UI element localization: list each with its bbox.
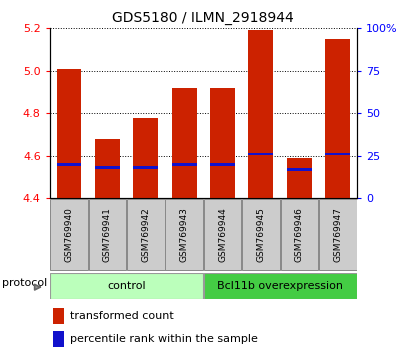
Text: GSM769941: GSM769941 xyxy=(103,207,112,262)
Bar xyxy=(56,163,81,166)
Bar xyxy=(287,168,312,171)
FancyBboxPatch shape xyxy=(242,199,280,270)
Text: GSM769947: GSM769947 xyxy=(333,207,342,262)
Bar xyxy=(95,139,120,198)
FancyBboxPatch shape xyxy=(204,199,242,270)
FancyBboxPatch shape xyxy=(127,199,165,270)
Text: Bcl11b overexpression: Bcl11b overexpression xyxy=(217,281,343,291)
Text: percentile rank within the sample: percentile rank within the sample xyxy=(70,334,258,344)
FancyBboxPatch shape xyxy=(281,199,318,270)
Text: GSM769943: GSM769943 xyxy=(180,207,189,262)
FancyBboxPatch shape xyxy=(50,199,88,270)
Bar xyxy=(53,331,63,347)
Bar xyxy=(95,166,120,169)
Text: GSM769946: GSM769946 xyxy=(295,207,304,262)
Bar xyxy=(249,153,273,155)
Text: GSM769942: GSM769942 xyxy=(141,207,150,262)
FancyBboxPatch shape xyxy=(50,273,203,299)
Bar xyxy=(249,30,273,198)
Text: control: control xyxy=(107,281,146,291)
Bar xyxy=(210,88,235,198)
Bar xyxy=(133,166,158,169)
Bar xyxy=(133,118,158,198)
FancyBboxPatch shape xyxy=(204,273,356,299)
Text: transformed count: transformed count xyxy=(70,311,173,321)
Bar xyxy=(56,69,81,198)
Text: GSM769940: GSM769940 xyxy=(64,207,73,262)
FancyBboxPatch shape xyxy=(165,199,203,270)
Text: GSM769944: GSM769944 xyxy=(218,207,227,262)
Bar xyxy=(210,163,235,166)
Text: protocol: protocol xyxy=(2,278,48,288)
Text: GSM769945: GSM769945 xyxy=(256,207,266,262)
Bar xyxy=(287,158,312,198)
Bar xyxy=(172,88,197,198)
Bar xyxy=(172,163,197,166)
Title: GDS5180 / ILMN_2918944: GDS5180 / ILMN_2918944 xyxy=(112,11,294,24)
Bar xyxy=(53,308,63,324)
Bar xyxy=(325,39,350,198)
Bar xyxy=(325,153,350,155)
FancyBboxPatch shape xyxy=(319,199,356,270)
FancyBboxPatch shape xyxy=(88,199,126,270)
